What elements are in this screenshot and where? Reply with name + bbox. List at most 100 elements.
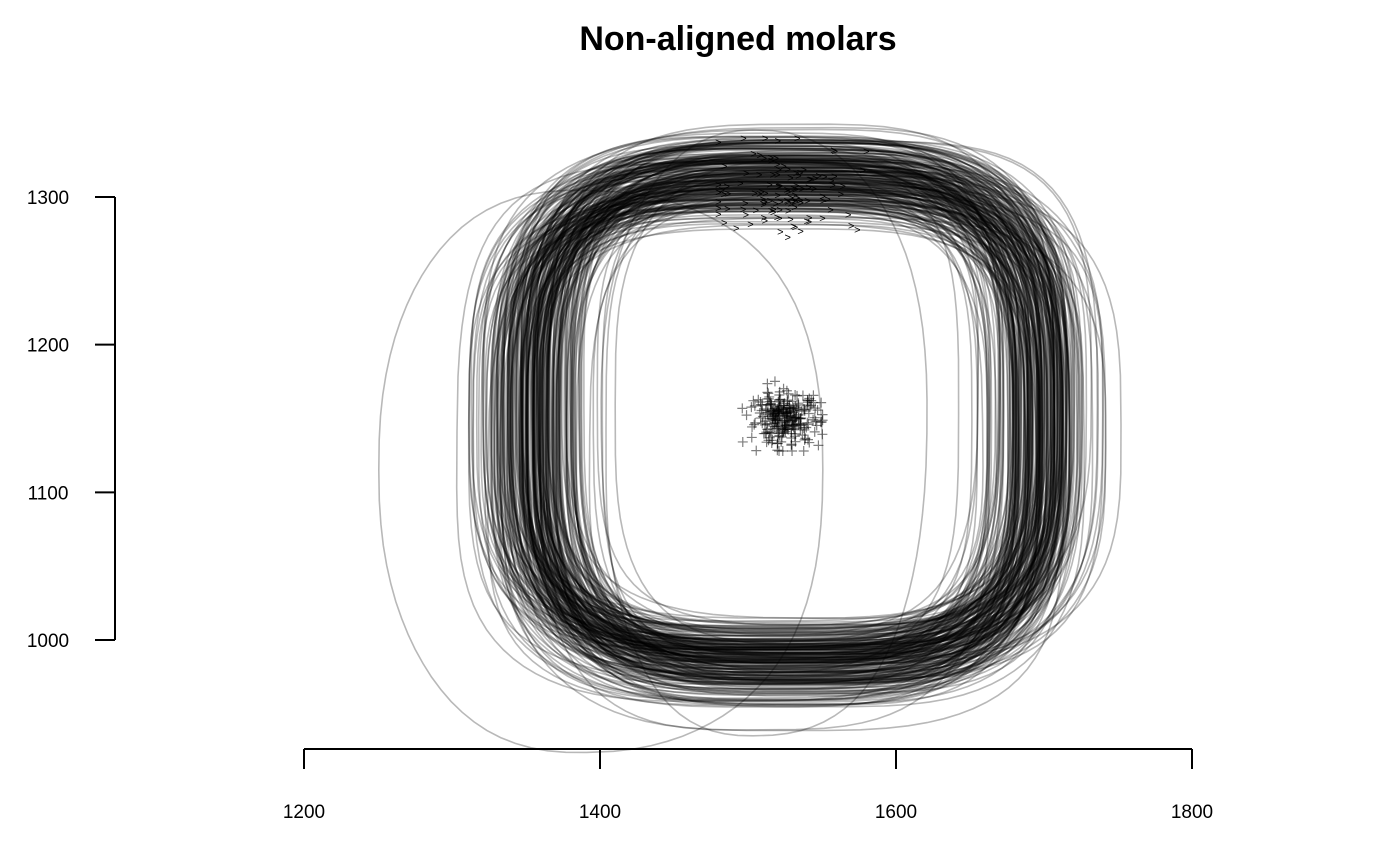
landmark-point: > xyxy=(792,197,798,209)
molar-outline xyxy=(565,188,1030,634)
molar-outline xyxy=(505,151,1063,658)
molar-outline xyxy=(520,160,980,637)
landmark-point: > xyxy=(740,204,746,216)
landmark-point: > xyxy=(794,133,800,145)
y-axis: 1000 1100 1200 1300 xyxy=(27,188,116,652)
molar-outline xyxy=(470,160,1059,640)
molar-outline xyxy=(614,158,1076,646)
landmark-point: > xyxy=(787,192,793,204)
outlier-outline xyxy=(377,189,824,754)
molar-outline xyxy=(536,126,1062,685)
molar-outline xyxy=(525,138,1055,694)
landmark-point: > xyxy=(795,171,801,183)
molar-outline xyxy=(539,189,1032,680)
molar-outline xyxy=(486,217,1038,707)
molar-outline xyxy=(502,198,1052,651)
molar-outline xyxy=(547,149,1063,682)
molar-outline xyxy=(583,164,1005,654)
landmark-point: > xyxy=(828,175,834,187)
molar-outline xyxy=(519,193,1041,648)
landmark-point: > xyxy=(770,207,776,219)
landmark-point: > xyxy=(742,198,748,210)
molar-outline xyxy=(503,177,1040,702)
molar-outline xyxy=(510,160,1038,655)
molar-outline xyxy=(514,171,1049,625)
molar-outline xyxy=(531,193,1063,661)
molar-outline xyxy=(571,182,1055,655)
molar-outline xyxy=(552,170,1068,645)
molar-outline xyxy=(573,168,992,660)
molar-outline xyxy=(511,204,1040,664)
molar-outline xyxy=(539,188,1068,655)
centroid-point xyxy=(812,405,823,416)
centroid-point xyxy=(804,401,815,412)
molar-outline xyxy=(525,196,1064,649)
molar-outline xyxy=(534,174,1041,679)
centroid-point xyxy=(763,411,774,422)
landmark-point: > xyxy=(740,133,746,145)
centroid-point xyxy=(782,408,793,419)
landmark-point: > xyxy=(784,164,790,176)
x-axis: 1200 1400 1600 1800 xyxy=(283,748,1213,823)
landmark-point: > xyxy=(784,196,790,208)
molar-outline xyxy=(545,182,1053,624)
molar-outline xyxy=(539,158,1020,701)
molar-outline xyxy=(545,180,1079,646)
molar-outline xyxy=(578,200,1014,638)
molar-outline xyxy=(499,204,1050,645)
molar-outline xyxy=(508,180,1042,634)
centroid-point xyxy=(769,376,780,387)
landmark-point: > xyxy=(787,214,793,226)
landmark-point: > xyxy=(799,183,805,195)
molar-outline xyxy=(532,210,1030,651)
molar-outline xyxy=(524,184,1019,631)
centroid-point xyxy=(813,440,824,451)
landmark-point: > xyxy=(848,221,854,233)
molar-outline xyxy=(538,186,1023,630)
molar-outline xyxy=(545,142,1056,692)
molar-outline xyxy=(579,154,1029,659)
centroid-point xyxy=(772,404,783,415)
landmark-point: > xyxy=(775,165,781,177)
molar-outline xyxy=(558,204,1034,635)
landmark-point: > xyxy=(775,135,781,147)
molar-outline xyxy=(497,207,998,646)
landmark-point: > xyxy=(806,174,812,186)
molar-outline xyxy=(565,160,1067,684)
landmark-point: > xyxy=(797,168,803,180)
y-tick-label: 1300 xyxy=(27,188,69,209)
molar-outline xyxy=(509,215,1014,642)
molar-outline xyxy=(484,167,1057,701)
centroid-point xyxy=(771,405,782,416)
landmark-point: > xyxy=(791,196,797,208)
landmark-point: > xyxy=(762,197,768,209)
molar-outline xyxy=(596,174,1064,626)
molar-outline xyxy=(532,145,1030,663)
landmark-point: > xyxy=(725,188,731,200)
landmark-point: > xyxy=(743,168,749,180)
molar-outline xyxy=(455,162,1017,703)
molar-outline xyxy=(531,157,1056,657)
landmark-point: > xyxy=(832,146,838,158)
molar-outline xyxy=(557,157,1060,680)
molar-outline xyxy=(520,188,1062,654)
molar-outline xyxy=(518,162,1031,707)
molar-outline xyxy=(513,190,1017,679)
landmark-point: > xyxy=(774,212,780,224)
molar-outline xyxy=(494,204,1015,648)
molar-outline xyxy=(521,180,1053,662)
molar-outline xyxy=(506,193,1004,659)
molar-outline xyxy=(546,139,1093,636)
molar-outline xyxy=(537,173,1045,661)
molar-outline xyxy=(480,173,1046,637)
molar-outline xyxy=(565,149,1067,655)
molar-outline xyxy=(554,190,1048,697)
landmark-point: > xyxy=(761,197,767,209)
centroid-point xyxy=(776,436,787,447)
centroid-point xyxy=(786,428,797,439)
landmark-point: > xyxy=(792,184,798,196)
landmark-point: > xyxy=(808,174,814,186)
molar-outline xyxy=(539,187,990,731)
landmark-point: > xyxy=(785,187,791,199)
molar-outline xyxy=(535,174,1088,646)
